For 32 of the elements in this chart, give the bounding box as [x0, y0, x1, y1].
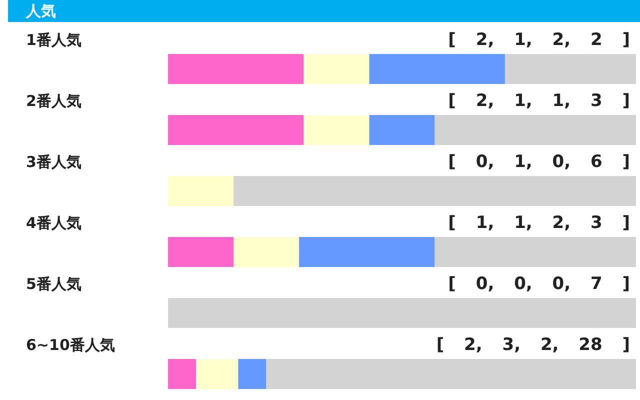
annotation: [ 1, 1, 2, 3 ]	[448, 213, 630, 233]
bar	[168, 115, 304, 145]
bar	[234, 237, 300, 267]
bar	[369, 54, 505, 84]
bar	[504, 54, 636, 84]
bar	[168, 237, 234, 267]
bar	[234, 176, 636, 206]
bar	[299, 237, 435, 267]
bar	[168, 298, 636, 328]
bar	[196, 359, 238, 389]
y-tick-label: 4番人気	[26, 214, 82, 232]
annotation: [ 2, 3, 2, 28 ]	[436, 335, 630, 355]
y-tick-label: 5番人気	[26, 275, 82, 293]
bar	[168, 54, 304, 84]
y-tick-label: 3番人気	[26, 153, 82, 171]
annotation: [ 2, 1, 2, 2 ]	[448, 30, 630, 50]
bar	[238, 359, 266, 389]
y-tick-label: 2番人気	[26, 92, 82, 110]
annotation: [ 2, 1, 1, 3 ]	[448, 91, 630, 111]
text: 人気	[25, 2, 56, 20]
annotation: [ 0, 1, 0, 6 ]	[448, 152, 630, 172]
y-tick-label: 6~10番人気	[26, 336, 115, 354]
bar	[434, 237, 636, 267]
bar	[168, 359, 196, 389]
bar	[266, 359, 636, 389]
bar	[434, 115, 636, 145]
bar	[304, 115, 370, 145]
y-tick-label: 1番人気	[26, 31, 82, 49]
bar	[168, 176, 234, 206]
bar	[369, 115, 435, 145]
bar	[304, 54, 370, 84]
annotation: [ 0, 0, 0, 7 ]	[448, 274, 630, 294]
